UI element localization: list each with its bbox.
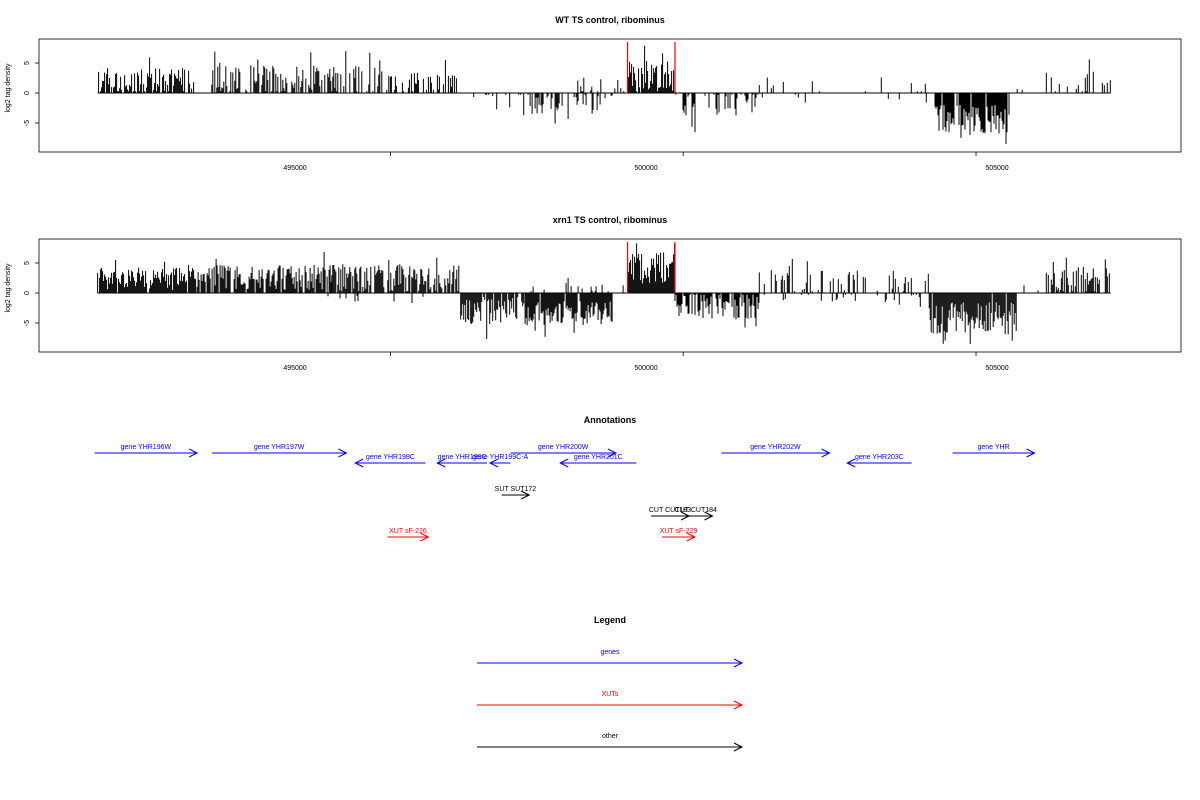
x-tick-label: 505000: [985, 165, 1008, 172]
feature-gene: gene YHR197W: [211, 444, 348, 458]
arrow-head-icon: [733, 742, 744, 752]
y-tick-label: 5: [24, 261, 31, 265]
arrow-head-icon: [704, 511, 714, 521]
feature-gene: gene YHR: [952, 444, 1036, 458]
feature-label: gene YHR197W: [254, 444, 305, 451]
feature-label: gene YHR199C-A: [472, 454, 528, 461]
feature-gene: gene YHR202W: [721, 444, 831, 458]
feature-label: CUT CUT183: [649, 507, 691, 514]
x-tick-label: 495000: [283, 165, 306, 172]
density-bars: [97, 243, 1110, 344]
legend: Legend genes XUTs other: [477, 615, 744, 752]
panel-title: WT TS control, ribominus: [555, 15, 665, 25]
legend-item: other: [477, 733, 744, 752]
arrow-head-icon: [686, 532, 697, 542]
wt-density-panel: WT TS control, ribominus log2 tag densit…: [5, 15, 1182, 172]
feature-label: gene YHR203C: [855, 454, 904, 461]
x-tick-label: 500000: [634, 365, 657, 372]
y-tick-label: 5: [24, 61, 31, 65]
feature-label: XUT sF-229: [660, 528, 698, 535]
feature-gene: gene YHR201C: [559, 454, 637, 468]
arrow-head-icon: [846, 458, 856, 468]
feature-label: gene YHR199C: [438, 454, 487, 461]
xrn1-density-panel: xrn1 TS control, ribominus log2 tag dens…: [5, 215, 1182, 372]
plot-frame: [38, 38, 1182, 153]
y-axis-label: log2 tag density: [5, 63, 12, 113]
feature-label: gene YHR202W: [750, 444, 801, 451]
feature-gene: gene YHR199C-A: [472, 454, 528, 468]
feature-label: CUT CUT184: [675, 507, 717, 514]
feature-gene: gene YHR200W: [510, 444, 617, 458]
feature-gene: gene YHR196W: [94, 444, 199, 458]
arrow-head-icon: [420, 532, 430, 542]
feature-label: gene YHR196W: [121, 444, 172, 451]
arrow-head-icon: [488, 458, 499, 468]
y-tick-label: 0: [24, 291, 31, 295]
feature-label: gene YHR201C: [574, 454, 623, 461]
feature-label: gene YHR198C: [366, 454, 415, 461]
plot-frame: [38, 238, 1182, 353]
feature-label: gene YHR: [978, 444, 1010, 451]
feature-xut: XUT sF-229: [660, 528, 698, 542]
legend-item: XUTs: [477, 691, 744, 710]
arrow-head-icon: [1026, 448, 1036, 458]
legend-label: XUTs: [602, 691, 619, 698]
annotation-track: Annotations gene YHR196W gene YHR197W gene…: [94, 415, 1036, 542]
arrow-head-icon: [821, 448, 831, 458]
density-bars: [98, 45, 1111, 144]
panel-title: xrn1 TS control, ribominus: [553, 215, 668, 225]
legend-label: other: [602, 733, 619, 740]
y-axis-label: log2 tag density: [5, 263, 12, 313]
feature-other: CUT CUT184: [675, 507, 717, 521]
arrow-head-icon: [733, 658, 744, 668]
feature-label: SUT SUT172: [495, 486, 537, 493]
feature-gene: gene YHR199C: [436, 454, 488, 468]
feature-xut: XUT sF-226: [387, 528, 430, 542]
x-tick-label: 505000: [985, 365, 1008, 372]
arrow-head-icon: [338, 448, 348, 458]
arrow-head-icon: [354, 458, 364, 468]
arrow-head-icon: [436, 458, 446, 468]
feature-label: gene YHR200W: [538, 444, 589, 451]
y-tick-label: -5: [24, 120, 31, 126]
arrow-head-icon: [733, 700, 744, 710]
feature-gene: gene YHR203C: [846, 454, 912, 468]
legend-title: Legend: [594, 615, 626, 625]
y-tick-label: 0: [24, 91, 31, 95]
arrow-head-icon: [520, 490, 531, 500]
x-tick-label: 500000: [634, 165, 657, 172]
arrow-head-icon: [607, 448, 617, 458]
y-tick-label: -5: [24, 320, 31, 326]
feature-other: SUT SUT172: [495, 486, 537, 500]
feature-gene: gene YHR198C: [354, 454, 426, 468]
feature-label: XUT sF-226: [389, 528, 427, 535]
arrow-head-icon: [188, 448, 199, 458]
legend-item: genes: [477, 649, 744, 668]
arrow-head-icon: [559, 458, 569, 468]
x-tick-label: 495000: [283, 365, 306, 372]
annotations-title: Annotations: [584, 415, 637, 425]
legend-label: genes: [600, 649, 620, 656]
